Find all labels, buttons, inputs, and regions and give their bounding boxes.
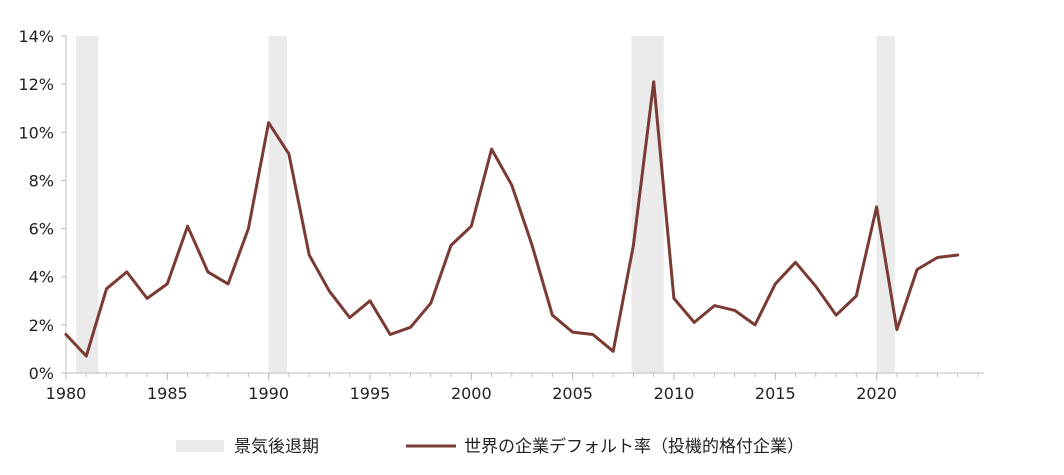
recession-band-2 xyxy=(631,36,664,373)
y-tick-label: 6% xyxy=(29,220,54,239)
x-tick-label: 2010 xyxy=(654,384,695,403)
y-tick-label: 14% xyxy=(18,27,54,46)
x-tick-label: 2000 xyxy=(451,384,492,403)
x-tick-label: 1980 xyxy=(46,384,87,403)
y-tick-label: 12% xyxy=(18,75,54,94)
legend: 景気後退期 世界の企業デフォルト率（投機的格付企業） xyxy=(176,436,804,457)
y-tick-label: 8% xyxy=(29,171,54,190)
legend-recession-label: 景気後退期 xyxy=(234,437,319,457)
recession-band-3 xyxy=(876,36,895,373)
y-tick-label: 2% xyxy=(29,316,54,335)
x-tick-label: 1990 xyxy=(248,384,289,403)
y-tick-label: 0% xyxy=(29,364,54,383)
series-layer xyxy=(64,80,960,358)
legend-recession-swatch xyxy=(176,440,224,452)
series-line-0 xyxy=(64,80,960,358)
x-tick-label: 2005 xyxy=(552,384,593,403)
y-tick-label: 4% xyxy=(29,268,54,287)
legend-series-label: 世界の企業デフォルト率（投機的格付企業） xyxy=(464,436,804,457)
axes: 0% 2% 4% 6% 8% 10% 12% 14% 1980 1985 1990 1995 2000 2… xyxy=(18,27,984,403)
recession-band-0 xyxy=(76,36,99,373)
y-tick-label: 10% xyxy=(18,123,54,142)
x-tick-label: 1995 xyxy=(350,384,391,403)
x-tick-label: 2015 xyxy=(755,384,796,403)
x-tick-label: 1985 xyxy=(147,384,188,403)
recession-bands xyxy=(76,36,895,373)
recession-band-1 xyxy=(268,36,287,373)
x-tick-label: 2020 xyxy=(856,384,897,403)
